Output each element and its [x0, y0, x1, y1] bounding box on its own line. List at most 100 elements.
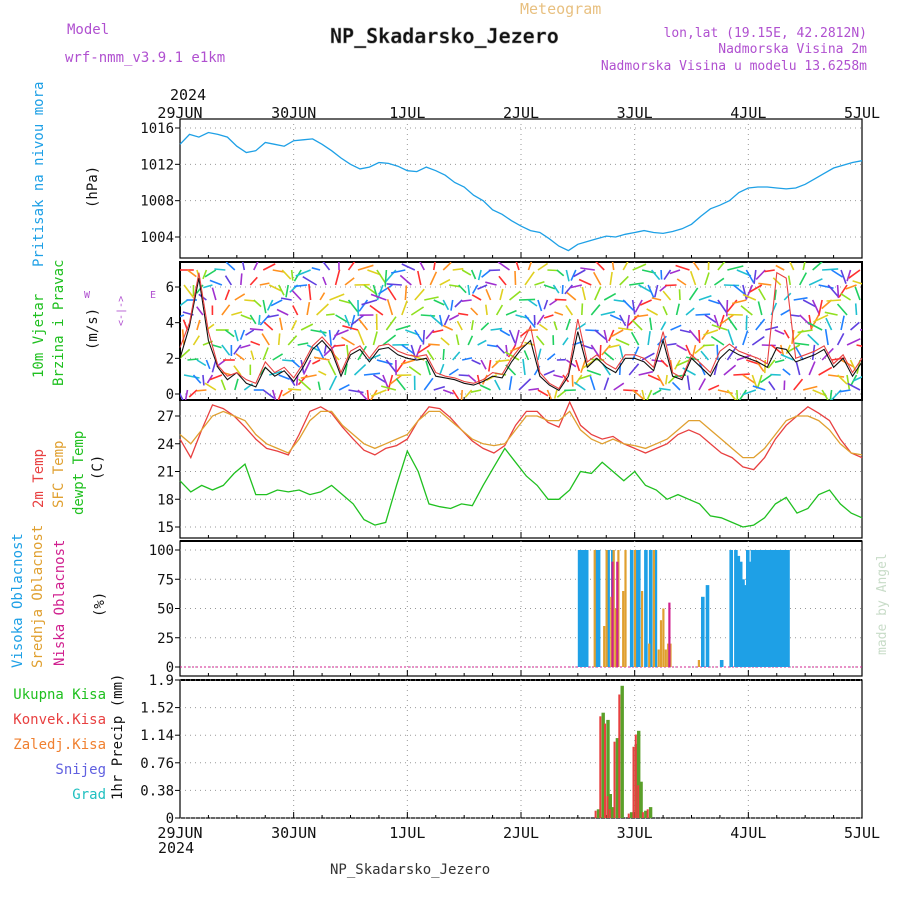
y-tick-label: 21 — [157, 465, 174, 481]
wind-arrow — [769, 382, 775, 391]
wind-arrow — [226, 262, 235, 270]
wind-arrow — [841, 294, 851, 300]
wind-arrow — [293, 306, 298, 316]
wind-arrow — [565, 285, 572, 294]
wind-arrow — [515, 271, 516, 285]
wind-arrow — [387, 284, 402, 285]
wind-arrow — [462, 300, 472, 301]
wind-arrow — [847, 270, 850, 281]
conv-precip-bar — [628, 814, 630, 818]
wind-arrow — [759, 289, 766, 300]
wind-arrow — [704, 330, 718, 335]
wind-arrow — [714, 278, 723, 285]
wind-arrow — [197, 360, 206, 366]
wind-arrow — [743, 295, 756, 301]
conv-precip-bar — [633, 747, 635, 818]
wind-arrow — [604, 294, 615, 300]
x-tick-label-top: 30JUN — [271, 104, 316, 122]
wind-arrow — [796, 361, 799, 375]
wind-arrow — [235, 330, 238, 341]
wind-arrow — [317, 304, 329, 315]
wind-arrow — [629, 364, 638, 375]
wind-arrow — [775, 360, 784, 362]
footer-station: NP_Skadarsko_Jezero — [330, 862, 490, 878]
mid-cloud-bar — [665, 650, 667, 668]
wind-arrow — [434, 387, 445, 390]
wind-arrow — [462, 270, 471, 275]
mid-cloud-bar — [634, 550, 636, 667]
wind-arrow — [386, 317, 396, 330]
wind-arrow — [544, 315, 553, 318]
y-tick-label: 75 — [157, 572, 174, 588]
wind-arrow — [359, 319, 368, 330]
wind-arrow — [383, 335, 396, 345]
wind-arrow — [480, 385, 490, 390]
wind-arrow — [203, 285, 212, 288]
wind-arrow — [424, 297, 438, 300]
wind-arrow — [235, 294, 245, 300]
wind-arrow — [690, 288, 698, 300]
wind-arrow — [519, 379, 531, 390]
wind-arrow — [369, 390, 377, 404]
wind-arrow — [325, 345, 326, 354]
wind-arrow — [813, 300, 819, 314]
y-tick-label: 4 — [166, 316, 174, 332]
hi-cloud-label: Visoka Oblacnost — [10, 533, 26, 668]
total-precip-bar — [649, 807, 652, 818]
x-tick-label-bottom: 1JUL — [389, 824, 425, 842]
wind-arrow — [677, 279, 686, 285]
wind-arrow — [758, 283, 771, 285]
wind-arrow — [663, 306, 667, 315]
wind-arrow — [371, 390, 386, 396]
wind-arrow — [174, 300, 178, 315]
wind-arrow — [443, 390, 453, 394]
wind-arrow — [648, 331, 650, 345]
wind-arrow — [478, 340, 487, 345]
conv-precip-bar — [604, 724, 606, 818]
wind-arrow — [667, 344, 676, 345]
wind-arrow — [661, 322, 666, 330]
wind-arrow — [856, 303, 857, 315]
wind-arrow — [614, 383, 624, 390]
wind-arrow — [794, 379, 803, 390]
wind-arrow — [359, 300, 367, 311]
compass-e: E — [150, 290, 156, 301]
wind-arrow — [426, 361, 430, 375]
wind-arrow — [652, 298, 661, 300]
wind-arrow — [519, 299, 535, 300]
wind-arrow — [775, 330, 785, 334]
total-precip-bar — [621, 686, 624, 818]
wind-arrow — [262, 334, 269, 345]
wind-arrow — [737, 355, 751, 360]
wind-arrow — [489, 360, 491, 372]
wind-arrow — [632, 320, 642, 330]
wind-arrow — [825, 312, 838, 315]
wind-arrow — [459, 285, 466, 293]
wind-arrow — [623, 257, 630, 270]
x-tick-label-bottom: 3JUL — [617, 824, 653, 842]
mid-cloud-bar — [658, 650, 660, 668]
wind-arrow — [528, 389, 538, 390]
wind-arrow — [203, 270, 206, 279]
wind-arrow — [231, 312, 242, 315]
wind-arrow — [263, 264, 275, 270]
wind-arrow — [788, 257, 794, 270]
wind-arrow — [210, 280, 222, 285]
wind-arrow — [618, 328, 632, 330]
wind-arrow — [345, 278, 354, 285]
wind-arrow — [510, 376, 512, 390]
wind-arrow — [544, 300, 547, 309]
conv-precip-bar — [647, 809, 649, 818]
legend-frozen-rain: Zaledj.Kisa — [13, 737, 106, 753]
wind-arrow — [244, 300, 254, 301]
wind-arrow — [515, 330, 519, 346]
wind-arrow — [342, 337, 355, 345]
wind-arrow — [385, 270, 386, 286]
wind-arrow — [292, 360, 300, 367]
wind-arrow — [320, 258, 330, 271]
wind-arrow — [250, 329, 263, 330]
wind-arrow — [330, 330, 332, 346]
x-tick-label-bottom: 30JUN — [271, 824, 316, 842]
hi-cloud-bar — [706, 585, 710, 667]
